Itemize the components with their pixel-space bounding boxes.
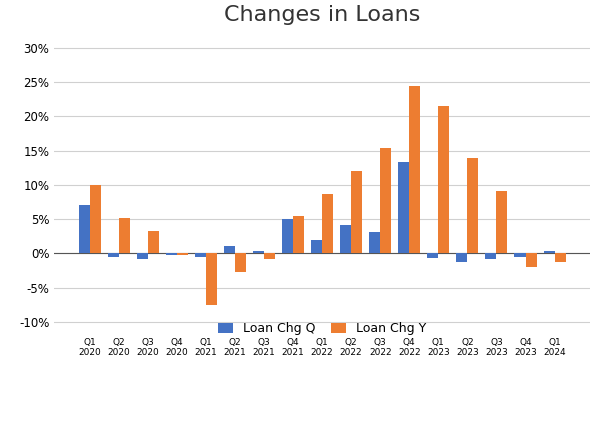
Bar: [398, 162, 409, 253]
Bar: [137, 253, 147, 259]
Bar: [78, 206, 90, 253]
Bar: [177, 253, 188, 255]
Bar: [554, 253, 566, 261]
Bar: [119, 218, 129, 253]
Bar: [544, 251, 554, 253]
Bar: [438, 106, 449, 253]
Bar: [206, 253, 217, 304]
Bar: [497, 191, 507, 253]
Bar: [311, 240, 322, 253]
Bar: [380, 148, 391, 253]
Bar: [456, 253, 467, 261]
Bar: [515, 253, 526, 257]
Bar: [253, 251, 264, 253]
Title: Changes in Loans: Changes in Loans: [224, 4, 420, 25]
Bar: [166, 253, 177, 255]
Bar: [235, 253, 246, 273]
Bar: [293, 216, 304, 253]
Bar: [369, 232, 380, 253]
Bar: [224, 246, 235, 253]
Bar: [90, 185, 101, 253]
Bar: [467, 157, 479, 253]
Legend: Loan Chg Q, Loan Chg Y: Loan Chg Q, Loan Chg Y: [218, 322, 426, 335]
Bar: [485, 253, 497, 259]
Bar: [427, 253, 438, 258]
Bar: [340, 224, 351, 253]
Bar: [108, 253, 119, 257]
Bar: [195, 253, 206, 257]
Bar: [282, 219, 293, 253]
Bar: [526, 253, 536, 267]
Bar: [264, 253, 275, 259]
Bar: [409, 86, 420, 253]
Bar: [351, 171, 362, 253]
Bar: [322, 194, 333, 253]
Bar: [147, 231, 159, 253]
